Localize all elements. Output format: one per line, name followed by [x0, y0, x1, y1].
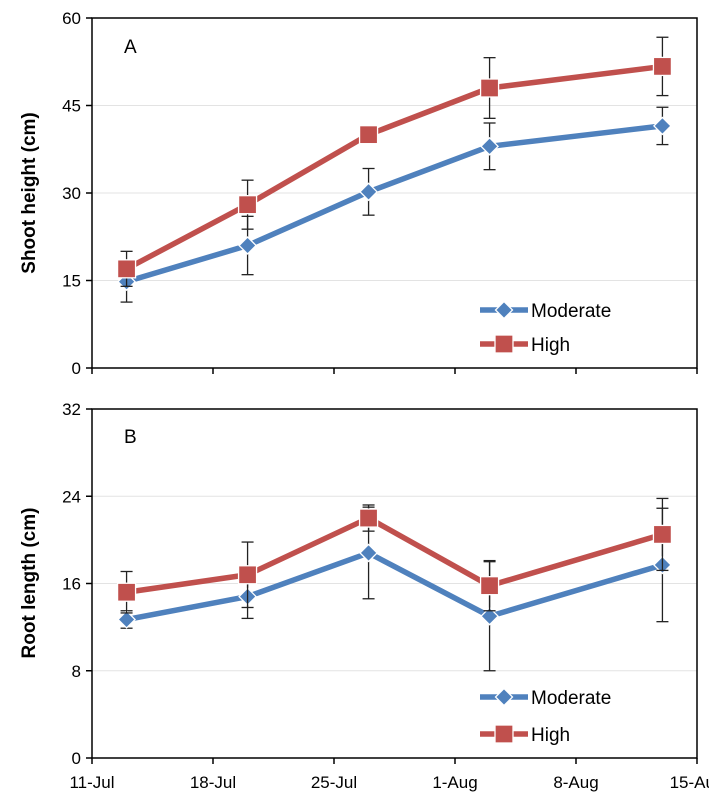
panel-a-legend-moderate: Moderate [480, 300, 611, 322]
panel-a-y-ticks: 0 15 30 45 60 [62, 9, 92, 378]
x-tick-label: 25-Jul [311, 773, 357, 792]
legend-high-marker [494, 334, 514, 354]
series-moderate-point [238, 236, 257, 255]
series-high-point [652, 524, 673, 545]
series-high-line [126, 515, 664, 595]
panel-b-letter: B [124, 427, 137, 448]
series-moderate-point [359, 543, 378, 563]
x-tick-label: 15-Aug [670, 773, 709, 792]
panel-b-series [116, 497, 673, 672]
series-high-point [237, 195, 258, 215]
series-moderate-point [480, 136, 499, 156]
series-high-point [237, 565, 258, 585]
legend-moderate-label: Moderate [531, 688, 611, 709]
series-moderate-line [125, 123, 663, 285]
panel-b-y-axis-label: Root length (cm) [19, 508, 40, 659]
series-high-point [652, 56, 673, 77]
panel-b-y-ticks: 0 8 16 24 32 [62, 400, 92, 768]
series-high-line [125, 63, 663, 272]
panel-b-legend: Moderate High [480, 687, 611, 746]
panel-a-series [116, 36, 673, 303]
panel-a-x-ticks [91, 368, 698, 374]
legend-marker-shape [494, 724, 514, 744]
legend-moderate-marker [494, 687, 514, 707]
series-high-point [116, 582, 137, 602]
y-tick-label: 15 [62, 272, 81, 291]
series-high-point [358, 508, 379, 528]
y-tick-label: 60 [62, 9, 81, 28]
series-moderate-point [359, 182, 378, 202]
series-moderate-line [126, 550, 664, 623]
panel-a-gridlines [92, 105, 697, 281]
y-tick-label: 24 [62, 487, 81, 506]
legend-moderate-label: Moderate [531, 301, 611, 322]
series-high [116, 497, 673, 614]
y-tick-label: 8 [72, 662, 81, 681]
series-moderate-point [117, 610, 136, 629]
y-tick-label: 0 [72, 749, 81, 768]
panel-b-root-length: 0 8 16 24 32 11-Jul 18-Jul 25-Jul 1-Aug 8-Aug 15-… [19, 400, 709, 792]
x-tick-label: 1-Aug [432, 773, 477, 792]
series-high-point [479, 78, 500, 98]
series-moderate [117, 106, 672, 303]
panel-b-legend-high: High [480, 724, 570, 746]
legend-high-label: High [531, 335, 570, 356]
panel-a-legend: Moderate High [480, 300, 611, 356]
y-tick-label: 0 [72, 359, 81, 378]
panel-b-x-ticks: 11-Jul 18-Jul 25-Jul 1-Aug 8-Aug 15-Aug [69, 758, 709, 792]
y-tick-label: 30 [62, 184, 81, 203]
legend-marker-shape [494, 300, 514, 320]
y-tick-label: 16 [62, 575, 81, 594]
panel-a-letter: A [124, 37, 137, 58]
legend-high-label: High [531, 725, 570, 746]
panel-b-legend-moderate: Moderate [480, 687, 611, 709]
x-tick-label: 18-Jul [190, 773, 236, 792]
series-high-point [358, 125, 379, 145]
series-high [116, 36, 673, 287]
x-tick-label: 11-Jul [69, 773, 114, 792]
series-high-point [479, 576, 500, 596]
panel-a-shoot-height: 0 15 30 45 60 A Shoot height (cm) Moderate H… [19, 9, 698, 378]
panel-a-legend-high: High [480, 334, 570, 356]
legend-marker-shape [494, 687, 514, 707]
legend-marker-shape [494, 334, 514, 354]
x-tick-label: 8-Aug [553, 773, 598, 792]
y-tick-label: 32 [62, 400, 81, 419]
y-tick-label: 45 [62, 97, 81, 116]
legend-high-marker [494, 724, 514, 744]
legend-moderate-marker [494, 300, 514, 320]
panel-a-y-axis-label: Shoot height (cm) [19, 112, 40, 273]
series-moderate-point [480, 606, 499, 626]
series-high-point [116, 259, 137, 279]
series-moderate-point [653, 116, 672, 136]
